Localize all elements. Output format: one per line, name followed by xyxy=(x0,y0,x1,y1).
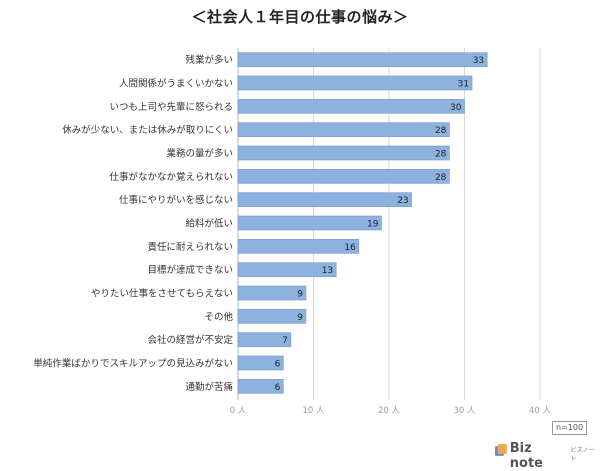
bar xyxy=(237,122,450,137)
value-label: 9 xyxy=(297,313,303,323)
category-label: 会社の経営が不安定 xyxy=(147,334,233,346)
bar xyxy=(237,309,307,324)
value-label: 6 xyxy=(275,360,281,370)
x-tick-label: 10 人 xyxy=(302,406,325,416)
bar-chart: 残業が多い人間関係がうまくいかないいつも上司や先輩に怒られる休みが少ない、または… xyxy=(33,48,552,416)
category-label: その他 xyxy=(204,311,233,323)
value-label: 30 xyxy=(450,103,462,113)
category-label: 通勤が苦痛 xyxy=(185,381,233,393)
x-tick-label: 20 人 xyxy=(378,406,401,416)
bar xyxy=(237,192,412,207)
category-label: 給料が低い xyxy=(185,218,233,230)
bar xyxy=(237,75,473,91)
bar xyxy=(237,332,292,347)
value-label: 16 xyxy=(344,243,356,253)
bar xyxy=(237,239,360,254)
value-label: 19 xyxy=(367,220,379,230)
value-label: 31 xyxy=(458,80,469,90)
value-label: 28 xyxy=(435,126,447,136)
category-label: いつも上司や先輩に怒られる xyxy=(109,101,233,113)
chart-title: ＜社会人１年目の仕事の悩み＞ xyxy=(191,8,409,26)
logo-sub-text: ビズノート xyxy=(570,447,595,463)
category-label: 仕事がなかなか覚えられない xyxy=(109,171,233,183)
x-tick-labels: 0 人 10 人 20 人 30 人 40 人 xyxy=(230,406,552,416)
category-label: 業務の量が多い xyxy=(166,148,233,160)
x-tick-label: 40 人 xyxy=(529,406,552,416)
category-label: 単純作業ばかりでスキルアップの見込みがない xyxy=(33,358,233,370)
category-label: やりたい仕事をさせてもらえない xyxy=(91,288,233,300)
bar xyxy=(237,355,284,371)
bar xyxy=(237,285,307,301)
bar xyxy=(237,215,382,231)
biz-note-logo: Biz note ビズノート xyxy=(494,441,600,471)
sample-size-note: n=100 xyxy=(552,421,588,435)
category-label: 目標が達成できない xyxy=(147,264,233,276)
bar xyxy=(237,145,450,161)
category-label: 休みが少ない、または休みが取りにくい xyxy=(62,124,233,136)
value-label: 7 xyxy=(282,336,288,346)
bar xyxy=(237,52,488,67)
value-label: 9 xyxy=(297,290,303,300)
value-label: 33 xyxy=(473,56,484,66)
category-label: 責任に耐えられない xyxy=(147,241,233,253)
category-labels: 残業が多い人間関係がうまくいかないいつも上司や先輩に怒られる休みが少ない、または… xyxy=(33,54,233,393)
bars xyxy=(237,52,488,394)
value-label: 13 xyxy=(322,266,333,276)
bar xyxy=(237,99,465,114)
category-label: 残業が多い xyxy=(185,54,233,66)
value-label: 28 xyxy=(435,150,447,160)
bar xyxy=(237,169,450,184)
x-tick-label: 0 人 xyxy=(230,406,247,416)
bar xyxy=(237,379,284,394)
value-label: 28 xyxy=(435,173,447,183)
x-tick-label: 30 人 xyxy=(453,406,476,416)
biz-note-logo-icon xyxy=(494,444,507,456)
bar xyxy=(237,262,337,277)
value-label: 6 xyxy=(275,383,281,393)
category-label: 人間関係がうまくいかない xyxy=(119,78,233,90)
value-labels: 33 31 30 28 28 28 23 19 16 13 9 9 7 6 6 xyxy=(275,56,485,393)
category-label: 仕事にやりがいを感じない xyxy=(119,194,233,206)
value-label: 23 xyxy=(397,196,408,206)
logo-brand-text: Biz note xyxy=(509,441,543,471)
